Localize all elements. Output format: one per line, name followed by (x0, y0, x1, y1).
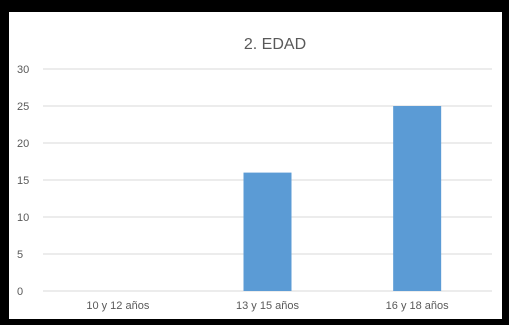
y-tick-label: 30 (17, 64, 29, 76)
y-tick-label: 5 (17, 249, 23, 261)
y-tick-label: 15 (17, 175, 29, 187)
y-tick-label: 0 (17, 286, 23, 298)
y-tick-label: 25 (17, 101, 29, 113)
bar-chart: 2. EDAD 0 5 10 15 20 25 30 10 y 12 años 13 y 15… (17, 36, 492, 312)
y-axis: 0 5 10 15 20 25 30 (17, 64, 29, 298)
x-tick-label: 13 y 15 años (236, 300, 299, 312)
x-axis: 10 y 12 años 13 y 15 años 16 y 18 años (86, 300, 449, 312)
bar (393, 106, 442, 291)
bar (243, 172, 292, 291)
x-tick-label: 16 y 18 años (386, 300, 449, 312)
chart-area: 2. EDAD 0 5 10 15 20 25 30 10 y 12 años 13 y 15… (9, 12, 502, 319)
y-tick-label: 10 (17, 212, 29, 224)
bars (243, 106, 442, 291)
chart-title: 2. EDAD (244, 36, 306, 53)
x-tick-label: 10 y 12 años (86, 300, 149, 312)
y-tick-label: 20 (17, 138, 29, 150)
